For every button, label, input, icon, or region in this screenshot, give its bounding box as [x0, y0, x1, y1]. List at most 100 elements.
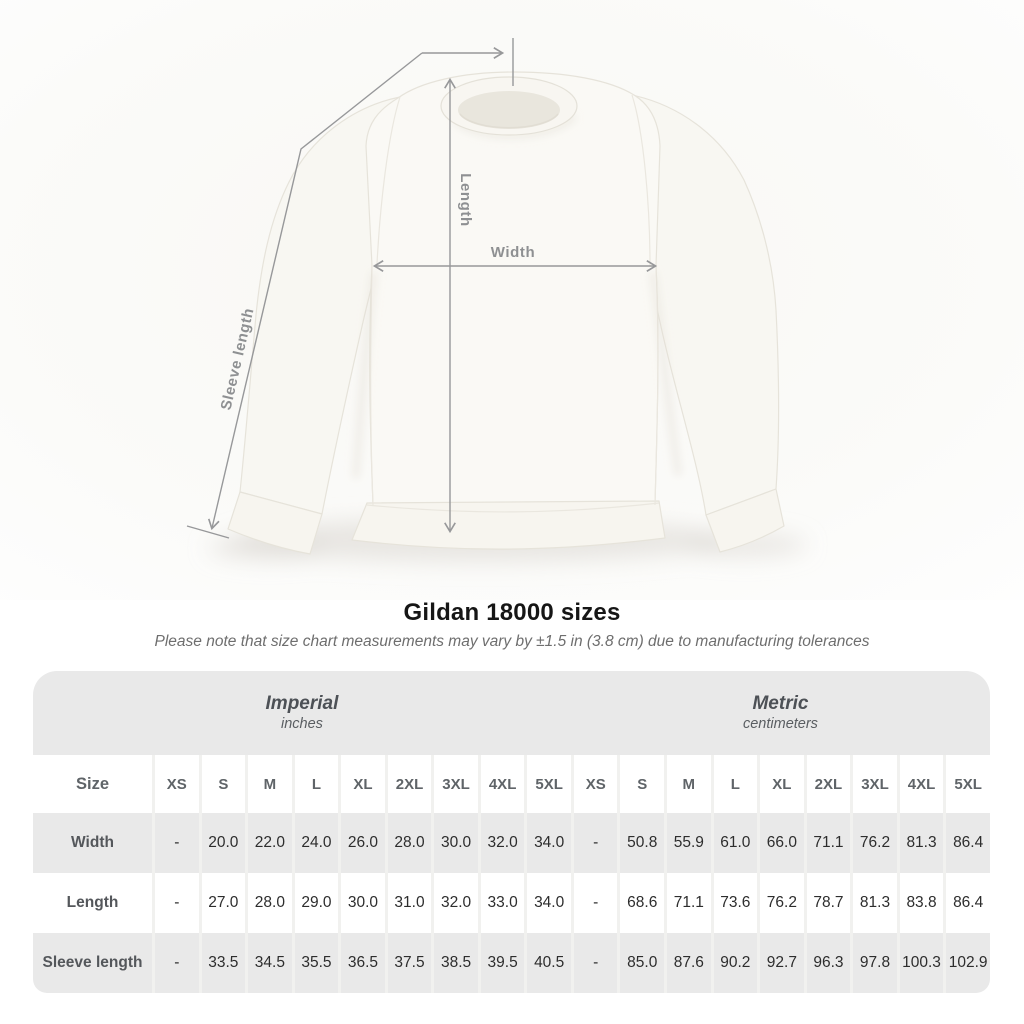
- sweatshirt: [227, 71, 785, 555]
- row-label: Length: [66, 894, 119, 911]
- metric-value-cell: 66.0: [757, 813, 804, 873]
- metric-value-cell: 68.6: [617, 873, 664, 933]
- imperial-value-cell: 30.0: [431, 813, 478, 873]
- size-header-imperial-xs: XS: [152, 755, 199, 813]
- size-header-metric-5xl: 5XL: [943, 755, 990, 813]
- imperial-value-cell: -: [152, 813, 199, 873]
- imperial-value-cell: 39.5: [477, 933, 525, 993]
- metric-value-cell: 76.2: [757, 873, 804, 933]
- imperial-value-cell: 30.0: [338, 873, 385, 933]
- imperial-value-cell: 28.0: [245, 873, 292, 933]
- metric-value-cell: 81.3: [850, 873, 897, 933]
- size-header-row: Size XS S M L XL 2XL 3XL 4XL 5XL XS S M L XL 2XL 3XL 4XL…: [33, 755, 990, 813]
- metric-value-cell: 86.4: [943, 873, 990, 933]
- imperial-label: Imperial: [265, 693, 339, 714]
- imperial-value-cell: 32.0: [431, 873, 478, 933]
- imperial-value-cell: 33.5: [198, 933, 246, 993]
- metric-group-header: Metric centimeters: [570, 671, 990, 755]
- metric-value-cell: 92.7: [757, 933, 804, 993]
- size-table: Imperial inches Metric centimeters Size …: [33, 671, 990, 993]
- size-header-metric-s: S: [617, 755, 665, 813]
- metric-value-cell: 71.1: [803, 813, 851, 873]
- imperial-value-cell: 40.5: [524, 933, 571, 993]
- imperial-value-cell: 29.0: [291, 873, 339, 933]
- metric-value-cell: 55.9: [664, 813, 711, 873]
- metric-value-cell: 78.7: [803, 873, 851, 933]
- sleeve-diagonal-line: [207, 52, 423, 531]
- imperial-value-cell: 38.5: [431, 933, 478, 993]
- metric-value-cell: 100.3: [896, 933, 944, 993]
- metric-value-cell: 96.3: [803, 933, 851, 993]
- imperial-value-cell: -: [152, 873, 199, 933]
- metric-value-cell: -: [570, 933, 618, 993]
- right-cuff: [705, 488, 785, 553]
- cuff-tick: [186, 525, 230, 539]
- imperial-value-cell: 37.5: [384, 933, 432, 993]
- metric-value-cell: 61.0: [710, 813, 758, 873]
- imperial-value-cell: 35.5: [291, 933, 339, 993]
- imperial-value-cell: 24.0: [291, 813, 339, 873]
- unit-group-row: Imperial inches Metric centimeters: [33, 671, 990, 755]
- measurement-overlay: [186, 38, 658, 539]
- imperial-value-cell: -: [152, 933, 199, 993]
- size-chart: Imperial inches Metric centimeters Size …: [33, 671, 990, 993]
- size-header-imperial-xl: XL: [338, 755, 385, 813]
- imperial-value-cell: 34.5: [245, 933, 292, 993]
- size-header-metric-4xl: 4XL: [896, 755, 944, 813]
- size-header-metric-m: M: [664, 755, 711, 813]
- metric-value-cell: 97.8: [850, 933, 897, 993]
- size-header-imperial-m: M: [245, 755, 292, 813]
- product-photo: Length Width Sleeve length: [0, 0, 1024, 600]
- imperial-value-cell: 32.0: [477, 813, 525, 873]
- metric-value-cell: -: [570, 813, 618, 873]
- imperial-unit: inches: [281, 716, 323, 732]
- size-header-metric-l: L: [710, 755, 758, 813]
- size-header-metric-xl: XL: [757, 755, 804, 813]
- metric-label: Metric: [752, 693, 809, 714]
- size-header-imperial-2xl: 2XL: [384, 755, 432, 813]
- collar-inner: [458, 91, 560, 129]
- imperial-value-cell: 34.0: [524, 813, 571, 873]
- imperial-value-cell: 22.0: [245, 813, 292, 873]
- metric-value-cell: -: [570, 873, 618, 933]
- imperial-value-cell: 26.0: [338, 813, 385, 873]
- size-header-metric-2xl: 2XL: [803, 755, 851, 813]
- metric-value-cell: 86.4: [943, 813, 990, 873]
- metric-value-cell: 50.8: [617, 813, 664, 873]
- measurement-row-sleeve-length: Sleeve length -33.5 34.5 35.5 36.5 37.5 38.5 39…: [33, 933, 990, 993]
- imperial-value-cell: 31.0: [384, 873, 432, 933]
- width-label: Width: [491, 244, 536, 261]
- metric-value-cell: 73.6: [710, 873, 758, 933]
- measurement-row-length: Length -27.0 28.0 29.0 30.0 31.0 32.0 33.0 34.0-…: [33, 873, 990, 933]
- metric-value-cell: 90.2: [710, 933, 758, 993]
- size-header-metric-xs: XS: [570, 755, 618, 813]
- imperial-value-cell: 36.5: [338, 933, 385, 993]
- imperial-value-cell: 28.0: [384, 813, 432, 873]
- size-header-imperial-l: L: [291, 755, 339, 813]
- size-header-imperial-5xl: 5XL: [524, 755, 571, 813]
- metric-value-cell: 81.3: [896, 813, 944, 873]
- metric-value-cell: 76.2: [850, 813, 897, 873]
- measurement-row-width: Width -20.0 22.0 24.0 26.0 28.0 30.0 32.0 34.0-5…: [33, 813, 990, 873]
- metric-value-cell: 85.0: [617, 933, 664, 993]
- metric-value-cell: 83.8: [896, 873, 944, 933]
- waistband: [351, 500, 666, 550]
- row-label: Width: [71, 834, 114, 851]
- row-label: Sleeve length: [42, 954, 143, 971]
- metric-value-cell: 102.9: [943, 933, 990, 993]
- imperial-value-cell: 20.0: [198, 813, 246, 873]
- imperial-value-cell: 27.0: [198, 873, 246, 933]
- left-cuff: [227, 491, 323, 555]
- size-header-imperial-s: S: [198, 755, 246, 813]
- imperial-value-cell: 34.0: [524, 873, 571, 933]
- metric-value-cell: 87.6: [664, 933, 711, 993]
- collar-lip: [459, 113, 559, 129]
- size-header-metric-3xl: 3XL: [850, 755, 897, 813]
- tolerance-note: Please note that size chart measurements…: [154, 633, 870, 650]
- length-label: Length: [457, 173, 474, 227]
- size-header-imperial-4xl: 4XL: [477, 755, 525, 813]
- imperial-value-cell: 33.0: [477, 873, 525, 933]
- metric-value-cell: 71.1: [664, 873, 711, 933]
- page-title: Gildan 18000 sizes: [403, 599, 621, 626]
